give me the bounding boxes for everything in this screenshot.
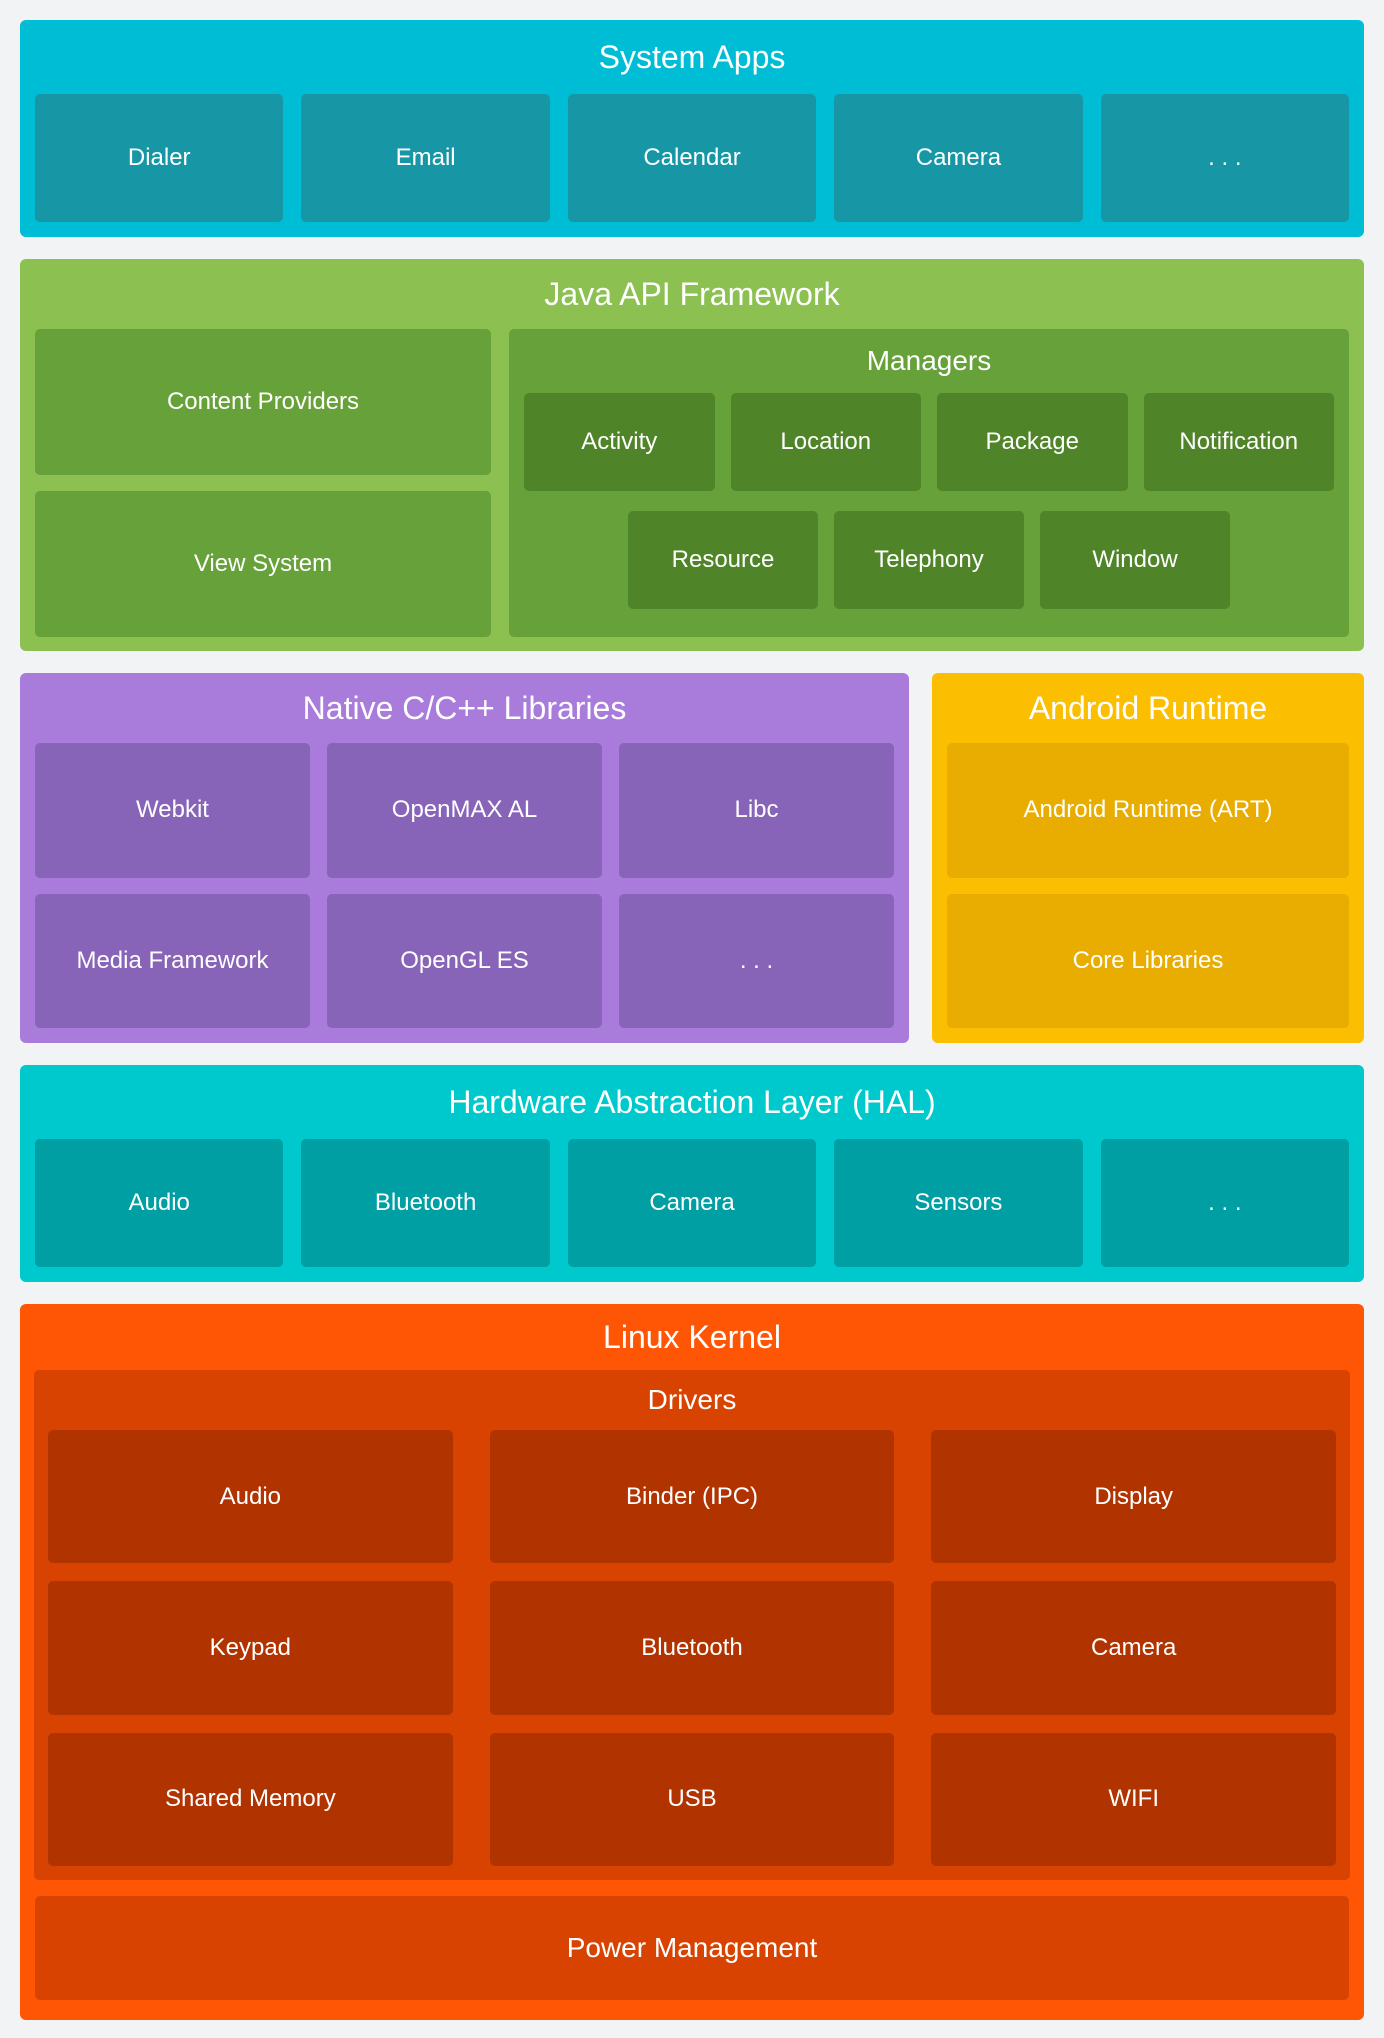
managers-row-2: Resource Telephony Window <box>509 511 1349 609</box>
box-driver-shared-memory: Shared Memory <box>48 1732 453 1866</box>
box-openmax-al: OpenMAX AL <box>327 743 602 878</box>
native-libraries-section: Native C/C++ Libraries Webkit OpenMAX AL… <box>20 673 909 1043</box>
native-row-1: Webkit OpenMAX AL Libc <box>35 743 894 878</box>
hal-title: Hardware Abstraction Layer (HAL) <box>448 1083 936 1120</box>
box-driver-binder-ipc: Binder (IPC) <box>489 1430 895 1564</box>
box-window-manager: Window <box>1040 511 1230 609</box>
box-libc: Libc <box>619 743 894 878</box>
managers-group: Managers Activity Location Package Notif… <box>509 329 1349 637</box>
android-runtime-column: Android Runtime (ART) Core Libraries <box>947 743 1349 1028</box>
native-libraries-grid: Webkit OpenMAX AL Libc Media Framework O… <box>35 743 894 1028</box>
drivers-grid: Audio Binder (IPC) Display Keypad Blueto… <box>48 1430 1337 1866</box>
box-driver-display: Display <box>931 1430 1337 1564</box>
managers-title: Managers <box>866 345 992 376</box>
box-view-system: View System <box>35 491 491 637</box>
box-driver-usb: USB <box>489 1732 895 1866</box>
box-activity-manager: Activity <box>524 393 715 491</box>
box-media-framework: Media Framework <box>35 893 310 1028</box>
box-content-providers: Content Providers <box>35 329 491 475</box>
box-hal-camera: Camera <box>567 1139 817 1267</box>
box-power-management: Power Management <box>35 1896 1349 2000</box>
box-opengl-es: OpenGL ES <box>327 893 602 1028</box>
box-core-libraries: Core Libraries <box>947 893 1349 1028</box>
box-driver-bluetooth: Bluetooth <box>489 1581 895 1715</box>
box-native-ellipsis: . . . <box>619 893 894 1028</box>
android-runtime-title: Android Runtime <box>1028 689 1268 726</box>
system-apps-section: System Apps Dialer Email Calendar Camera… <box>20 20 1364 237</box>
app-box-email: Email <box>301 94 550 222</box>
app-box-camera: Camera <box>834 94 1083 222</box>
hal-row: Audio Bluetooth Camera Sensors . . . <box>35 1139 1350 1267</box>
hal-section: Hardware Abstraction Layer (HAL) Audio B… <box>20 1065 1364 1282</box>
app-box-calendar: Calendar <box>567 94 817 222</box>
box-hal-sensors: Sensors <box>834 1139 1083 1267</box>
box-art: Android Runtime (ART) <box>947 743 1349 878</box>
managers-row-1: Activity Location Package Notification <box>524 393 1334 491</box>
drivers-row-3: Shared Memory USB WIFI <box>48 1732 1337 1866</box>
box-location-manager: Location <box>730 393 921 491</box>
drivers-row-1: Audio Binder (IPC) Display <box>48 1430 1337 1564</box>
java-api-body: Content Providers View System Managers A… <box>35 329 1349 637</box>
box-telephony-manager: Telephony <box>834 511 1024 609</box>
app-box-dialer: Dialer <box>35 94 284 222</box>
libraries-runtime-row: Native C/C++ Libraries Webkit OpenMAX AL… <box>20 673 1364 1043</box>
box-webkit: Webkit <box>35 743 310 878</box>
native-libraries-title: Native C/C++ Libraries <box>302 689 627 726</box>
box-hal-bluetooth: Bluetooth <box>301 1139 550 1267</box>
drivers-group: Drivers Audio Binder (IPC) Display Keypa… <box>34 1370 1350 1880</box>
drivers-row-2: Keypad Bluetooth Camera <box>48 1581 1337 1715</box>
box-notification-manager: Notification <box>1143 393 1334 491</box>
linux-kernel-section: Linux Kernel Drivers Audio Binder (IPC) … <box>20 1304 1364 2020</box>
java-api-framework-title: Java API Framework <box>544 275 840 312</box>
drivers-title: Drivers <box>647 1384 737 1415</box>
box-package-manager: Package <box>937 393 1128 491</box>
box-resource-manager: Resource <box>628 511 818 609</box>
box-driver-audio: Audio <box>48 1430 453 1564</box>
linux-kernel-title: Linux Kernel <box>603 1318 781 1355</box>
box-hal-audio: Audio <box>35 1139 284 1267</box>
java-api-framework-section: Java API Framework Content Providers Vie… <box>20 259 1364 651</box>
android-runtime-section: Android Runtime Android Runtime (ART) Co… <box>932 673 1364 1043</box>
system-apps-title: System Apps <box>598 38 786 75</box>
box-hal-ellipsis: . . . <box>1100 1139 1350 1267</box>
app-box-ellipsis: . . . <box>1100 94 1350 222</box>
box-driver-keypad: Keypad <box>48 1581 453 1715</box>
java-left-column: Content Providers View System <box>35 329 491 637</box>
native-row-2: Media Framework OpenGL ES . . . <box>35 893 894 1028</box>
box-driver-wifi: WIFI <box>931 1732 1337 1866</box>
system-apps-row: Dialer Email Calendar Camera . . . <box>35 94 1350 222</box>
box-driver-camera: Camera <box>931 1581 1337 1715</box>
